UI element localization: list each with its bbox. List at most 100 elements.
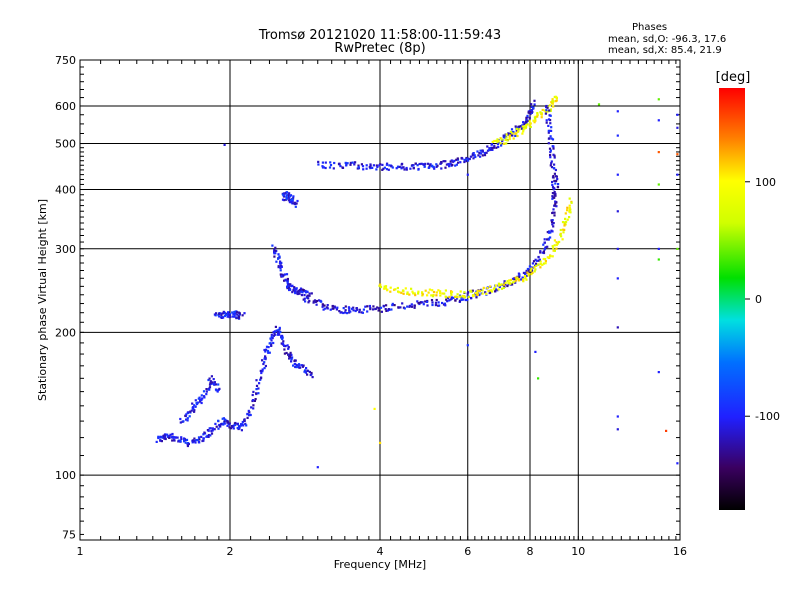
data-point [355, 307, 358, 310]
data-point [552, 175, 555, 178]
data-point [210, 432, 214, 435]
data-point [312, 301, 315, 304]
data-point [476, 150, 479, 153]
data-point [549, 151, 552, 154]
data-point [507, 283, 510, 286]
data-point [274, 325, 277, 328]
data-point [525, 125, 528, 128]
data-point [547, 142, 550, 145]
data-point [546, 231, 549, 234]
data-point [436, 164, 439, 167]
data-point [396, 286, 399, 290]
phases-o-line: mean, sd,O: -96.3, 17.6 [608, 34, 727, 45]
data-point [233, 313, 236, 317]
data-point [201, 439, 204, 443]
data-point [531, 271, 534, 274]
data-point [349, 163, 352, 166]
data-point [454, 164, 457, 167]
data-point [476, 289, 479, 292]
data-point [240, 423, 243, 426]
data-point [566, 218, 569, 221]
data-point [344, 311, 347, 314]
data-point [525, 116, 528, 119]
data-point [570, 201, 573, 204]
data-point [552, 247, 555, 250]
data-point [549, 255, 552, 258]
data-point [255, 384, 259, 387]
data-point [180, 436, 183, 439]
data-point [410, 287, 413, 290]
colorbar-tick-label: 100 [755, 176, 776, 189]
data-point [455, 163, 458, 166]
data-point [291, 356, 294, 359]
data-point [503, 142, 506, 145]
data-point [558, 240, 561, 244]
data-point [395, 167, 398, 170]
data-point [555, 241, 558, 244]
data-point [555, 205, 558, 208]
data-point [377, 307, 380, 310]
data-point [222, 316, 225, 319]
data-point [301, 365, 304, 368]
data-point [551, 219, 554, 222]
data-point [485, 292, 488, 295]
data-point [527, 272, 530, 275]
data-point [511, 283, 514, 286]
data-point [435, 294, 438, 297]
data-point [530, 105, 533, 108]
data-point [616, 277, 619, 280]
data-point [529, 266, 532, 269]
data-point [321, 165, 324, 168]
data-point [522, 130, 525, 133]
data-point [263, 348, 266, 352]
data-point [552, 188, 555, 191]
x-tick-label: 6 [464, 545, 471, 558]
data-point [379, 163, 382, 166]
data-point [257, 387, 260, 390]
data-point [268, 351, 271, 354]
data-point [317, 163, 320, 166]
data-point [421, 293, 424, 296]
data-point [287, 346, 290, 349]
data-point [541, 108, 544, 112]
data-point [488, 289, 491, 292]
data-point [416, 300, 419, 303]
data-point [401, 302, 404, 305]
data-point [218, 315, 221, 318]
data-point [419, 301, 422, 304]
data-point [408, 293, 411, 296]
data-point [511, 132, 514, 135]
data-point [382, 167, 385, 170]
data-point [335, 308, 338, 311]
data-point [514, 125, 517, 128]
data-point [288, 284, 291, 287]
data-point [233, 311, 236, 314]
data-point [457, 161, 460, 164]
data-point [384, 287, 387, 290]
data-point [553, 244, 556, 247]
data-point [426, 304, 429, 307]
data-point [324, 161, 327, 164]
data-point [491, 140, 494, 143]
data-point [446, 300, 449, 303]
data-point [566, 206, 569, 209]
data-point [344, 305, 347, 308]
data-point [554, 202, 557, 205]
data-point [480, 152, 483, 155]
data-point [461, 295, 464, 298]
data-point [164, 437, 167, 441]
data-point [304, 290, 307, 293]
data-point [537, 377, 540, 380]
data-point [500, 138, 503, 141]
data-point [564, 217, 567, 220]
data-point [503, 280, 506, 283]
data-point [296, 292, 299, 295]
y-tick-label: 400 [55, 184, 76, 197]
data-point [491, 290, 494, 293]
data-point [160, 436, 163, 439]
data-point [189, 410, 192, 413]
data-point [431, 289, 434, 292]
data-point [239, 424, 242, 427]
data-point [345, 312, 349, 315]
data-point [541, 263, 544, 266]
